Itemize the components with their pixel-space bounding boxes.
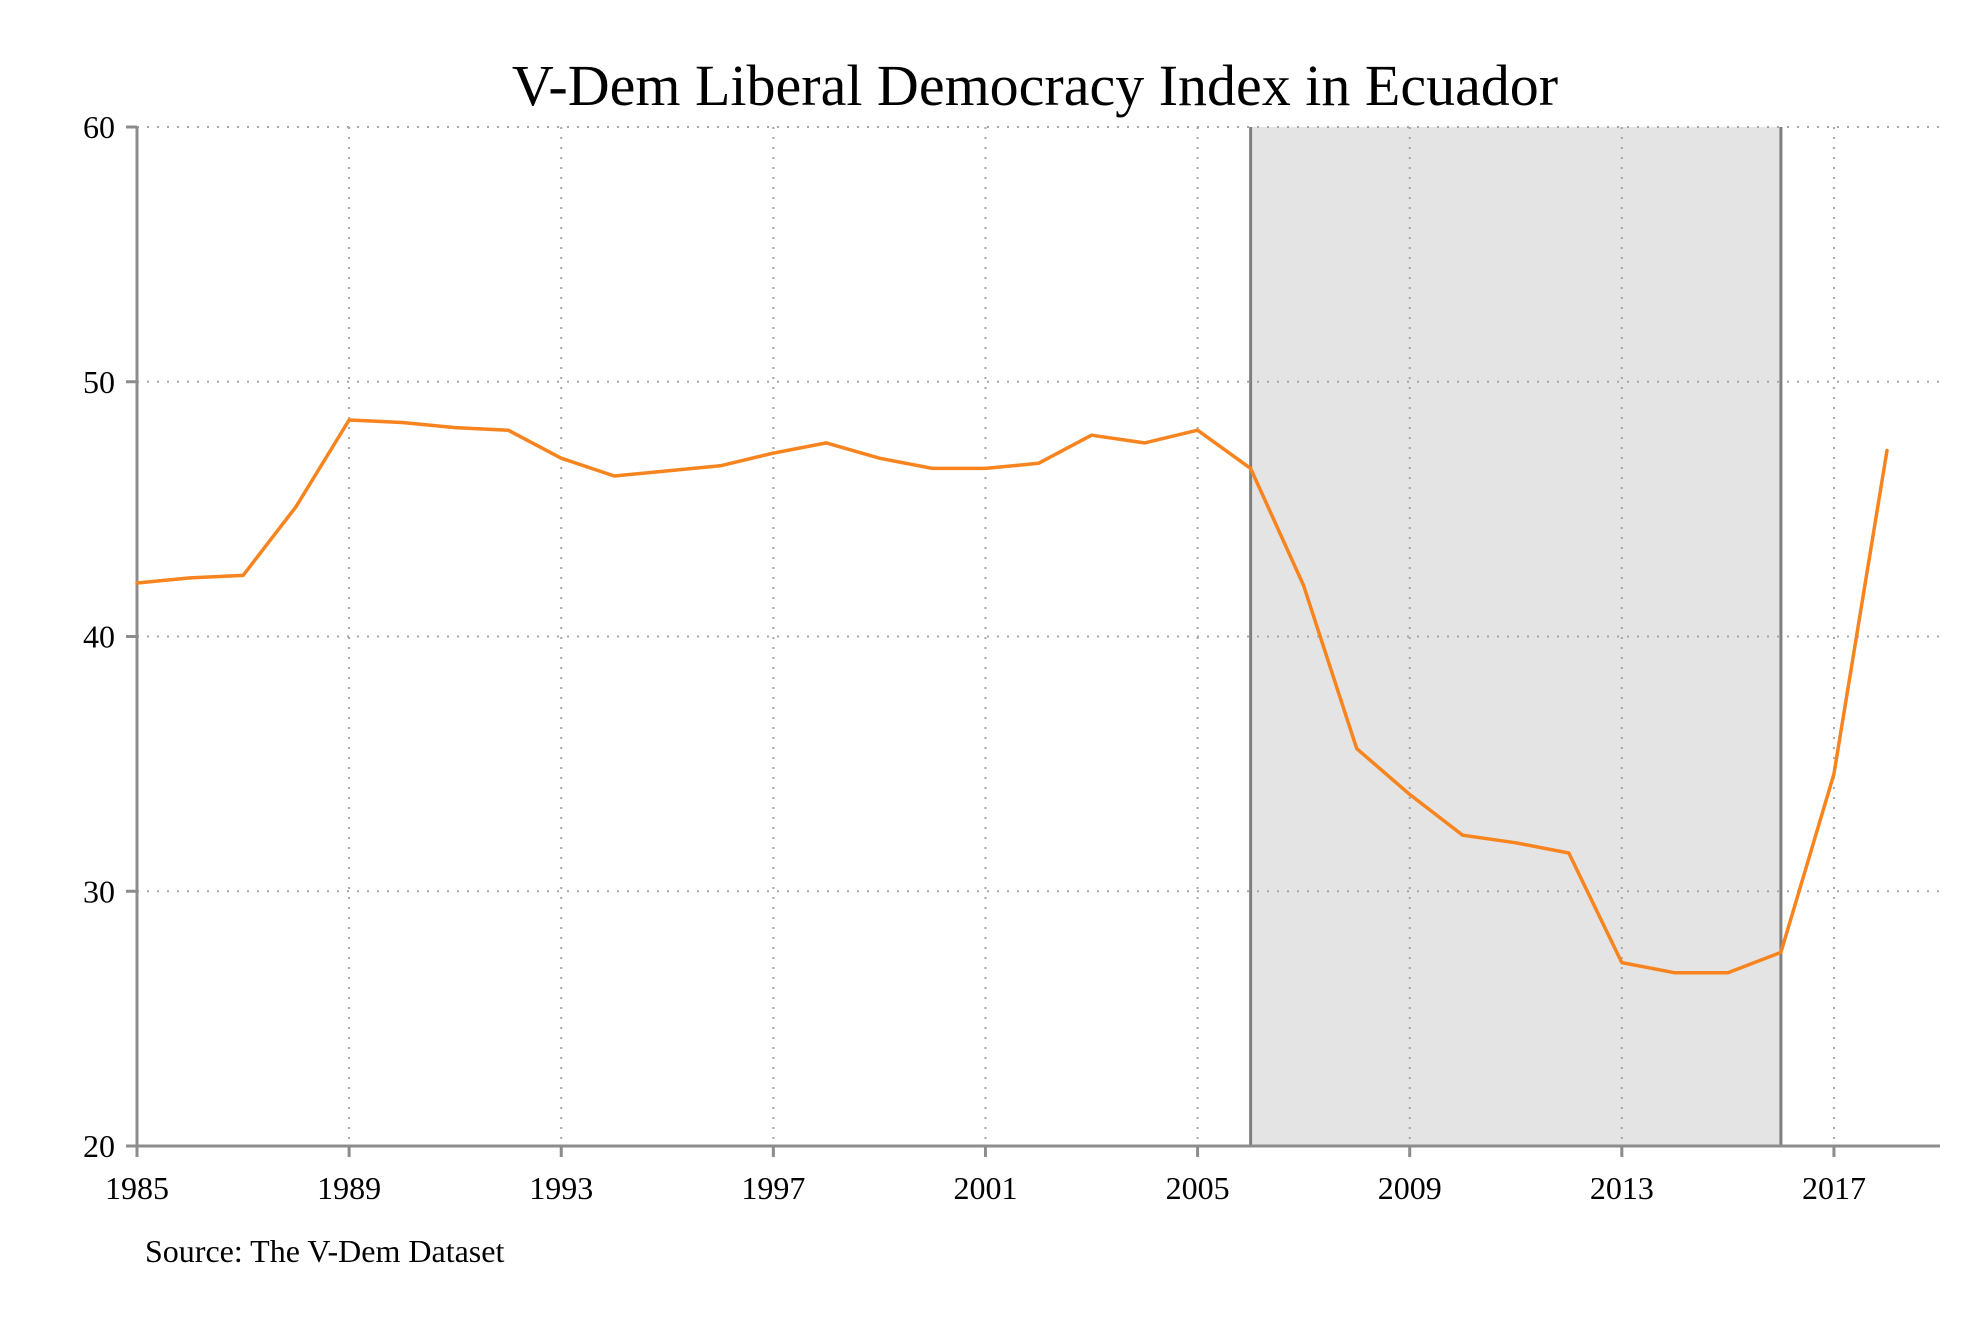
shaded-region-layer — [1249, 127, 1783, 1146]
x-tick-label-2013: 2013 — [1590, 1170, 1654, 1206]
data-point-1996 — [718, 464, 722, 468]
data-point-2001 — [983, 466, 987, 470]
x-tick-label-2001: 2001 — [953, 1170, 1017, 1206]
source-note: Source: The V-Dem Dataset — [145, 1233, 504, 1269]
data-point-1990 — [400, 421, 404, 425]
data-point-1995 — [665, 469, 669, 473]
x-tick-label-2017: 2017 — [1802, 1170, 1866, 1206]
data-point-2007 — [1302, 584, 1306, 588]
data-point-1989 — [347, 418, 351, 422]
data-point-1988 — [294, 505, 298, 509]
data-point-2012 — [1567, 851, 1571, 855]
data-point-1991 — [453, 426, 457, 430]
data-point-2011 — [1514, 841, 1518, 845]
x-tick-label-2009: 2009 — [1378, 1170, 1442, 1206]
data-point-1997 — [771, 451, 775, 455]
data-point-2017 — [1832, 772, 1836, 776]
data-point-2014 — [1673, 971, 1677, 975]
y-tick-label-40: 40 — [83, 619, 115, 655]
y-tick-label-60: 60 — [83, 109, 115, 145]
data-point-2018 — [1885, 449, 1889, 453]
data-point-2009 — [1408, 792, 1412, 796]
grid-layer — [137, 126, 1940, 1146]
data-point-2003 — [1090, 433, 1094, 437]
data-point-2015 — [1726, 971, 1730, 975]
data-point-2010 — [1461, 833, 1465, 837]
y-tick-label-50: 50 — [83, 364, 115, 400]
data-point-2013 — [1620, 961, 1624, 965]
axis-layer: 20 30 40 50 60 1985 1989 1993 1997 2001 2005 2009 20… — [83, 109, 1940, 1206]
series-layer — [135, 418, 1889, 975]
data-point-1999 — [877, 456, 881, 460]
data-point-1992 — [506, 428, 510, 432]
data-point-1994 — [612, 474, 616, 478]
shaded-region — [1250, 127, 1781, 1146]
y-tick-label-30: 30 — [83, 873, 115, 909]
data-point-2006 — [1249, 466, 1253, 470]
data-point-2016 — [1779, 950, 1783, 954]
y-tick-label-20: 20 — [83, 1128, 115, 1164]
x-tick-label-1985: 1985 — [105, 1170, 169, 1206]
data-point-1993 — [559, 456, 563, 460]
data-point-2002 — [1037, 461, 1040, 465]
data-point-2004 — [1143, 441, 1147, 445]
data-point-1986 — [188, 576, 192, 580]
chart-title: V-Dem Liberal Democracy Index in Ecuador — [512, 53, 1558, 118]
data-point-1998 — [824, 441, 828, 445]
data-point-2008 — [1355, 747, 1359, 751]
x-tick-label-1993: 1993 — [529, 1170, 593, 1206]
data-point-1985 — [135, 581, 139, 585]
x-tick-label-2005: 2005 — [1166, 1170, 1230, 1206]
x-tick-label-1989: 1989 — [317, 1170, 381, 1206]
data-point-2005 — [1196, 428, 1200, 432]
data-point-1987 — [241, 573, 245, 577]
series-line-0 — [135, 418, 1889, 975]
data-point-2000 — [930, 466, 934, 470]
x-tick-label-1997: 1997 — [741, 1170, 805, 1206]
